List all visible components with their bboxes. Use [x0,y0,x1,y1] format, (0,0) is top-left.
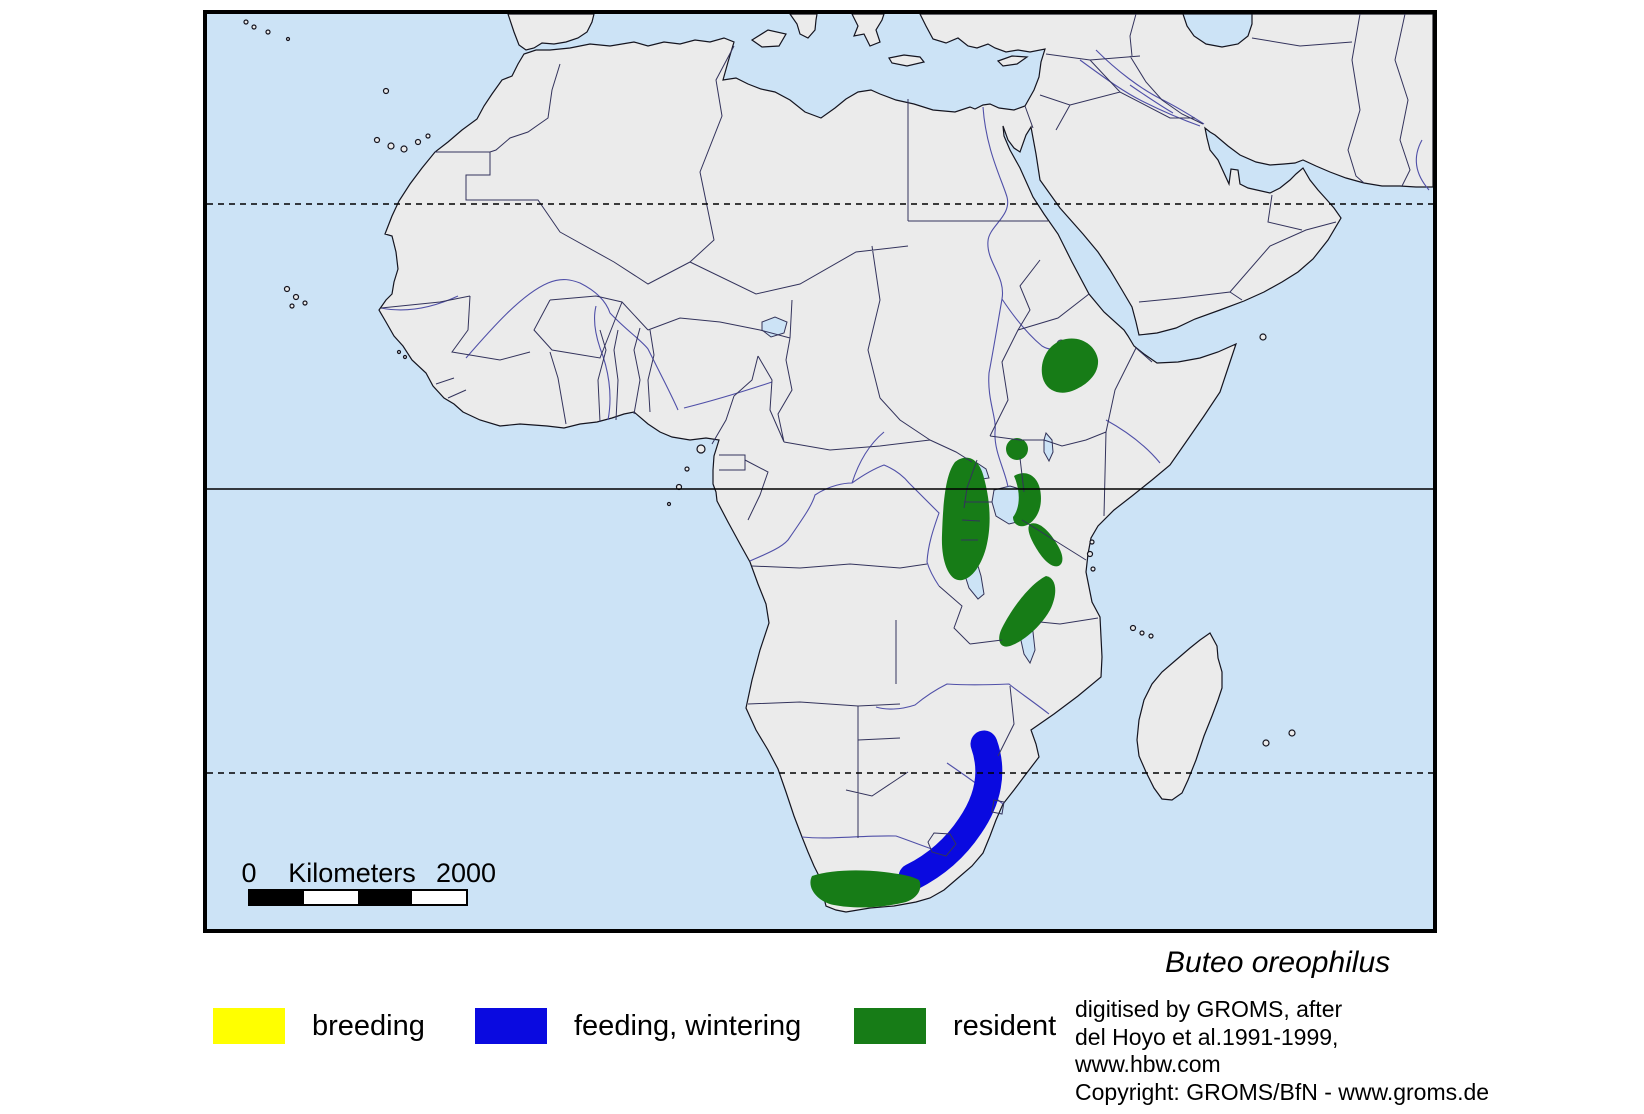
scale-bar-segment [358,891,412,904]
congo-river [749,431,940,587]
crete-island [888,54,926,67]
mauritius-island [1288,729,1296,737]
breeding-swatch [213,1008,285,1044]
scale-unit-label: Kilometers [288,858,416,888]
bioko-island [696,444,706,454]
comoros-island [1139,630,1145,636]
socotra-island [1259,333,1267,341]
resident-patch-ethiopia [1041,338,1099,393]
attribution-line: del Hoyo et al.1991-1999, [1075,1023,1339,1050]
volta-river [594,305,611,421]
scale-start-label: 0 [241,858,257,888]
madeira-island [382,87,390,95]
breeding-label: breeding [312,1010,425,1042]
attribution-line: digitised by GROMS, after [1075,996,1343,1022]
resident-swatch [854,1008,926,1044]
feeding-wintering-swatch [475,1008,547,1044]
euphrates-river [1079,59,1201,127]
mafia-island [1090,566,1096,572]
rivers [380,49,1430,855]
scale-end-label: 2000 [435,858,497,888]
cape-verde-island [289,303,295,309]
africa-distribution-map [207,14,1433,929]
attribution-block: digitised by GROMS, after del Hoyo et al… [1075,996,1489,1106]
legend-item-breeding: breeding [213,1008,425,1044]
landmasses [243,14,1433,913]
azores-island [285,36,291,42]
scale-bar-segment [250,891,304,904]
annobon-island [666,501,672,507]
scale-bar-segment [304,891,358,904]
madagascar-island [1136,632,1223,801]
resident-patch-cape [810,870,921,908]
comoros-island [1148,633,1154,639]
sicily-island [750,29,787,48]
map-frame [203,10,1437,933]
attribution-line: Copyright: GROMS/BfN - www.groms.de [1075,1078,1490,1105]
pemba-island [1089,539,1095,545]
caspian-sea [1182,14,1253,48]
feeding-wintering-range [898,730,1003,891]
africa-landmass [378,14,1433,913]
legend-item-feeding-wintering: feeding, wintering [475,1008,801,1044]
italy-tip [789,14,818,39]
azores-island [243,19,249,25]
graticule-lines [207,203,1433,774]
scale-bar-segment [412,891,466,904]
canary-island [387,142,395,150]
iberia-landmass [507,14,595,51]
legend-item-resident: resident [854,1008,1056,1044]
resident-patch-mt-elgon [1006,438,1028,460]
cape-verde-island [292,293,300,301]
cape-verde-island [283,285,291,293]
resident-patch-southern-highlands [999,576,1056,647]
scale-bar [248,889,468,906]
greece-landmass [851,14,885,47]
feeding-wintering-label: feeding, wintering [574,1010,802,1042]
reunion-island [1262,739,1270,747]
zanzibar-island [1086,550,1094,558]
country-borders [380,14,1411,857]
attribution-line: www.hbw.com [1075,1051,1221,1077]
jubba-river [1105,419,1161,464]
principe-island [684,466,690,472]
indus-river [1415,139,1430,191]
iran-river [1129,84,1174,114]
cyprus-island [996,55,1029,67]
resident-patch-kenya-highlands [1013,473,1041,527]
cape-verde-island [302,300,308,306]
resident-label: resident [953,1010,1057,1042]
azores-island [265,29,271,35]
resident-patch-eastern-arc [1028,523,1063,567]
senegal-river [380,295,459,311]
bijagos-island [396,349,402,355]
canary-island [400,145,408,153]
azores-island [251,24,257,30]
comoros-island [1129,624,1137,632]
niger-river [465,279,773,411]
bijagos-island [402,354,408,360]
canary-island [373,136,381,144]
zambezi-river [875,683,1050,715]
canary-island [414,138,422,146]
canary-island [425,133,431,139]
species-title: Buteo oreophilus [1165,946,1391,979]
